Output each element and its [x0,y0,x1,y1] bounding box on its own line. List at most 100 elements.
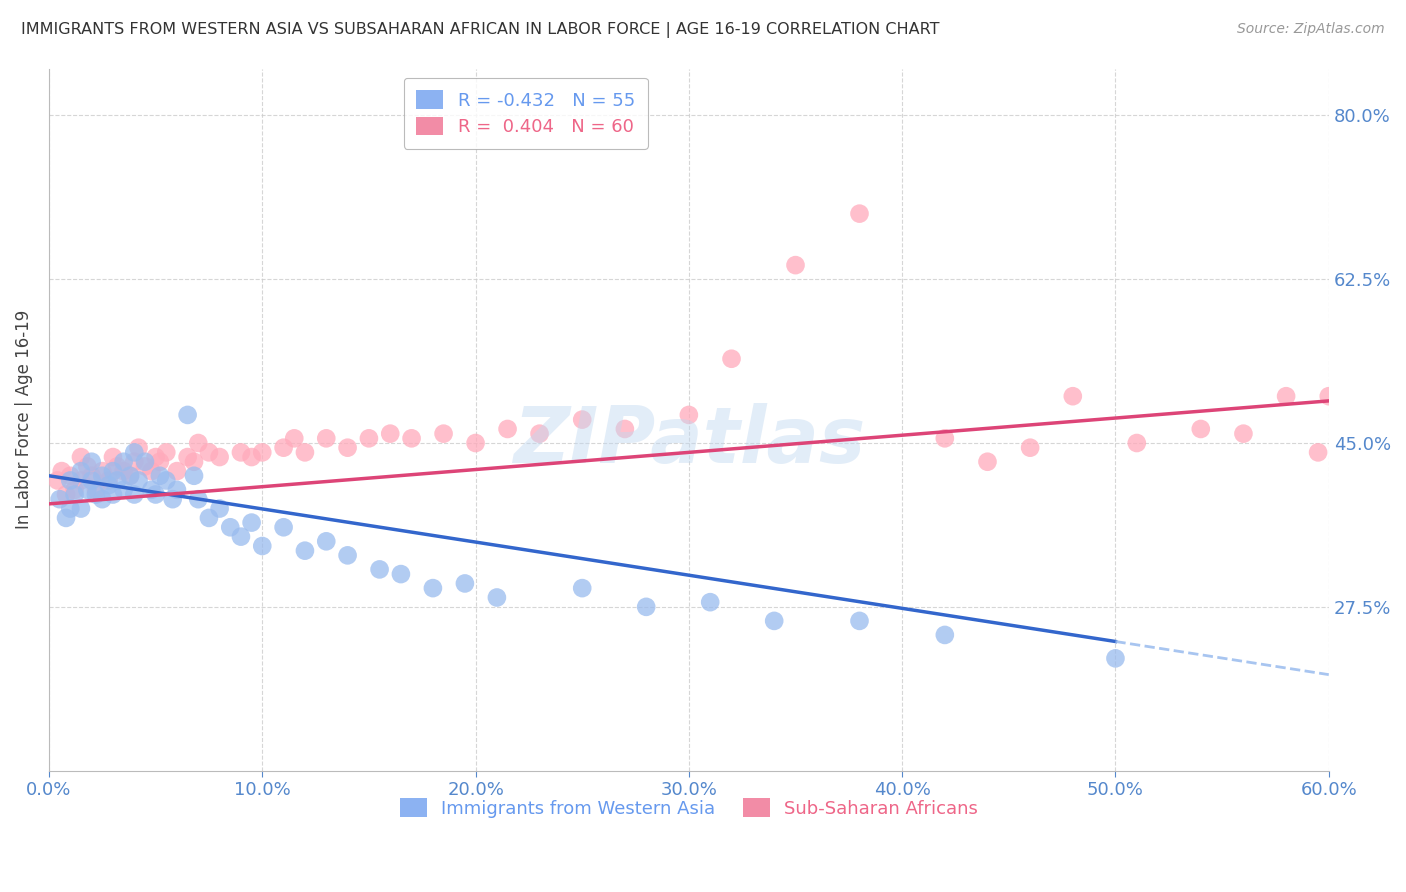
Point [145,450,167,464]
Point [80,455,103,469]
Point [454,576,477,591]
Point [315,534,337,549]
Point [84,487,107,501]
Point [80,468,103,483]
Point [208,450,231,464]
Point [166,483,188,497]
Text: Source: ZipAtlas.com: Source: ZipAtlas.com [1237,22,1385,37]
Point [1232,426,1254,441]
Point [112,483,135,497]
Point [496,422,519,436]
Point [208,501,231,516]
Point [464,436,486,450]
Point [91,492,114,507]
Point [70,474,93,488]
Point [176,408,198,422]
Point [145,487,167,501]
Point [118,468,141,483]
Point [613,422,636,436]
Point [294,445,316,459]
Point [720,351,742,366]
Point [134,455,156,469]
Point [112,455,135,469]
Point [934,628,956,642]
Point [198,445,221,459]
Point [198,511,221,525]
Point [229,445,252,459]
Point [240,450,263,464]
Point [187,436,209,450]
Point [128,474,150,488]
Text: IMMIGRANTS FROM WESTERN ASIA VS SUBSAHARAN AFRICAN IN LABOR FORCE | AGE 16-19 CO: IMMIGRANTS FROM WESTERN ASIA VS SUBSAHAR… [21,22,939,38]
Point [273,441,295,455]
Point [485,591,508,605]
Point [571,412,593,426]
Point [678,408,700,422]
Point [59,468,82,483]
Point [240,516,263,530]
Point [76,459,98,474]
Point [183,468,205,483]
Point [70,450,93,464]
Point [59,474,82,488]
Point [183,455,205,469]
Point [252,445,274,459]
Point [432,426,454,441]
Point [70,501,93,516]
Point [785,258,807,272]
Point [571,581,593,595]
Point [283,431,305,445]
Point [1317,389,1340,403]
Point [134,459,156,474]
Point [315,431,337,445]
Point [336,441,359,455]
Point [141,464,163,478]
Point [70,464,93,478]
Legend: Immigrants from Western Asia, Sub-Saharan Africans: Immigrants from Western Asia, Sub-Sahara… [392,791,986,825]
Point [389,567,412,582]
Point [149,468,172,483]
Point [636,599,658,614]
Point [229,530,252,544]
Point [252,539,274,553]
Point [118,468,141,483]
Point [91,464,114,478]
Point [97,474,120,488]
Point [166,464,188,478]
Point [124,445,146,459]
Point [699,595,721,609]
Point [934,431,956,445]
Point [155,474,177,488]
Point [141,483,163,497]
Point [336,549,359,563]
Point [105,474,128,488]
Point [294,543,316,558]
Point [91,468,114,483]
Point [1104,651,1126,665]
Point [976,455,998,469]
Point [176,450,198,464]
Point [105,459,128,474]
Point [162,492,184,507]
Point [1189,422,1212,436]
Point [63,487,86,501]
Point [368,562,391,576]
Point [128,441,150,455]
Point [763,614,786,628]
Point [155,445,177,459]
Point [401,431,423,445]
Point [1019,441,1042,455]
Point [59,501,82,516]
Point [848,614,870,628]
Point [187,492,209,507]
Point [101,450,124,464]
Point [76,483,98,497]
Point [124,455,146,469]
Point [149,455,172,469]
Point [1126,436,1149,450]
Point [124,487,146,501]
Point [55,487,77,501]
Point [80,474,103,488]
Point [101,464,124,478]
Point [46,474,69,488]
